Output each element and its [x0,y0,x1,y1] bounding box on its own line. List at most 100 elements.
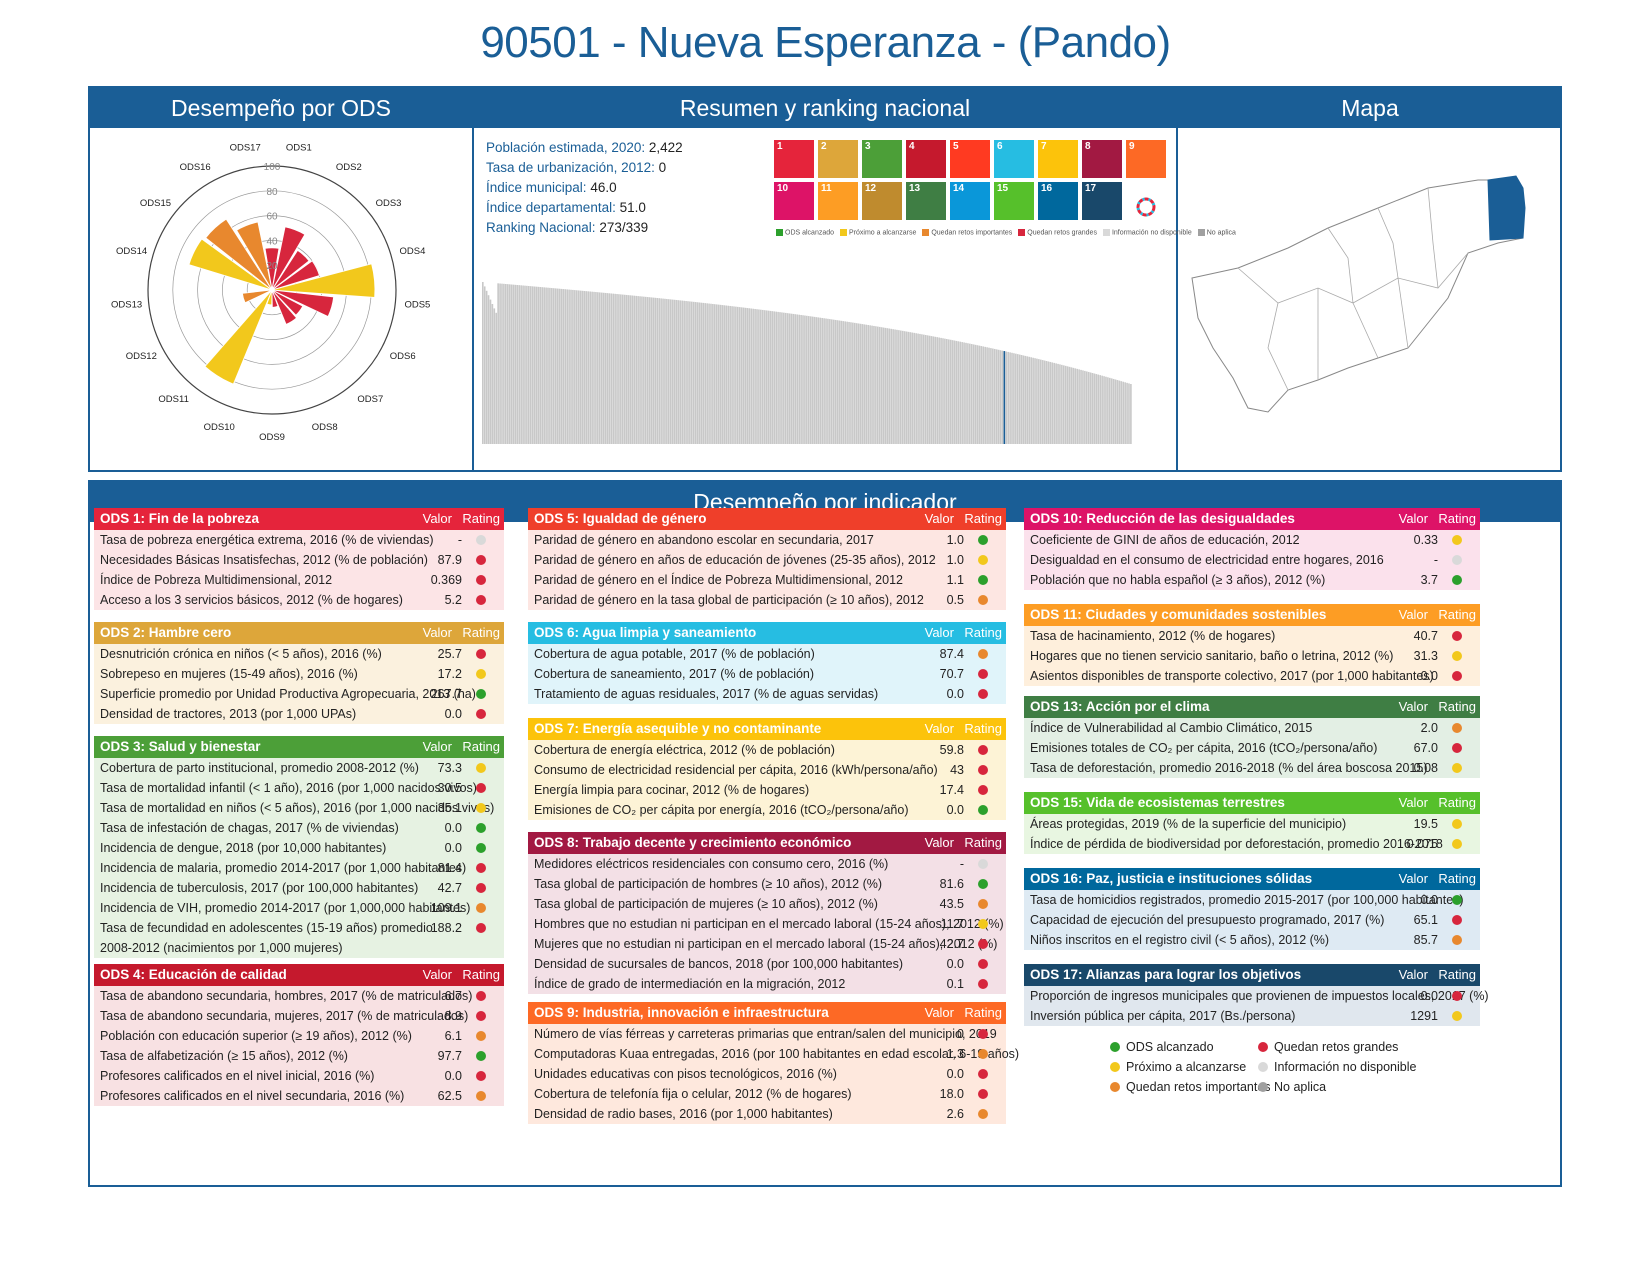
indicator-label: Acceso a los 3 servicios básicos, 2012 (… [100,593,403,607]
ranking-bar [796,314,799,444]
indicator-label: Tasa de abandono secundaria, hombres, 20… [100,989,473,1003]
ranking-bar [671,299,674,444]
radar-bar-ods8 [271,289,298,325]
ods-title: ODS 1: Fin de la pobreza [100,511,260,526]
radar-bar-ods7 [271,289,304,316]
ods13-block: ODS 13: Acción por el clima Valor Rating Ín… [1024,696,1480,778]
indicator-label: Profesores calificados en el nivel secun… [100,1089,405,1103]
legend-item: Información no disponible [1258,1060,1416,1074]
ods-title: ODS 7: Energía asequible y no contaminan… [534,721,822,736]
rating-dot [978,805,988,815]
indicator-row: Tasa de abandono secundaria, hombres, 20… [94,986,504,1006]
indicator-label: Tasa de abandono secundaria, mujeres, 20… [100,1009,469,1023]
ranking-bar [746,308,749,444]
rating-dot [476,595,486,605]
ranking-bar [708,303,710,444]
ranking-bar [551,288,553,444]
ranking-bar [491,304,494,444]
ranking-bar [775,311,777,444]
ranking-bar [485,290,488,444]
ranking-bar [853,322,856,444]
indicator-label: Unidades educativas con pisos tecnológic… [534,1067,837,1081]
ranking-bar [838,320,841,444]
indicator-label: Capacidad de ejecución del presupuesto p… [1030,913,1385,927]
indicator-label: Hombres que no estudian ni participan en… [534,917,1004,931]
rating-header: Rating [1438,607,1476,622]
sdg-16-icon: 16 [1038,182,1078,220]
rating-dot [1452,1011,1462,1021]
indicator-row: Desigualdad en el consumo de electricida… [1024,550,1480,570]
ranking-bar [844,321,847,444]
ranking-bar [679,300,682,444]
rating-dot [1452,631,1462,641]
ranking-bar [652,297,655,444]
ods11-header: ODS 11: Ciudades y comunidades sostenibl… [1024,604,1480,626]
ranking-bar [794,314,797,444]
indicator-row: Incidencia de dengue, 2018 (por 10,000 h… [94,838,504,858]
ranking-bar [811,316,814,444]
sdg-14-icon: 14 [950,182,990,220]
indicator-label: Tasa de alfabetización (≥ 15 años), 2012… [100,1049,348,1063]
indicator-row: Tasa de pobreza energética extrema, 2016… [94,530,504,550]
radar-tick-label: 20 [266,261,278,272]
rating-dot [978,939,988,949]
indicator-row: Acceso a los 3 servicios básicos, 2012 (… [94,590,504,610]
indicator-label: Tasa de hacinamiento, 2012 (% de hogares… [1030,629,1276,643]
stat-value: 51.0 [615,200,646,215]
ods-title: ODS 9: Industria, innovación e infraestr… [534,1005,829,1020]
valor-header: Valor [1398,967,1428,982]
ranking-bar [735,306,737,444]
indicator-row: Tasa de abandono secundaria, mujeres, 20… [94,1006,504,1026]
ranking-bar [700,302,703,444]
ranking-bar [980,346,983,444]
indicator-label: Tasa de homicidios registrados, promedio… [1030,893,1464,907]
indicator-row: Consumo de electricidad residencial per … [528,760,1006,780]
radar-ring [147,165,397,415]
rating-header: Rating [1438,795,1476,810]
ods6-header: ODS 6: Agua limpia y saneamiento Valor Rat… [528,622,1006,644]
rating-dot [476,1011,486,1021]
indicator-label: Hogares que no tienen servicio sanitario… [1030,649,1394,663]
indicator-label: Tratamiento de aguas residuales, 2017 (%… [534,687,879,701]
ranking-bar [1099,375,1102,444]
ranking-bar [940,337,942,444]
indicator-label: Incidencia de tuberculosis, 2017 (por 10… [100,881,419,895]
ranking-bar [986,347,988,444]
rating-header: Rating [462,625,500,640]
ranking-bar [1130,384,1132,444]
rating-dot [978,879,988,889]
radar-bar-ods13 [241,289,273,304]
ranking-bar [637,296,639,444]
ranking-bar [901,330,904,444]
stat-row: Ranking Nacional: 273/339 [486,218,683,238]
indicator-label: Niños inscritos en el registro civil (< … [1030,933,1330,947]
ranking-bar [575,290,578,444]
ranking-bar [1093,373,1096,444]
ranking-bar [765,310,768,444]
ranking-bar [710,303,712,444]
indicator-row: Tasa de mortalidad infantil (< 1 año), 2… [94,778,504,798]
rating-header: Rating [1438,511,1476,526]
sdg-7-icon: 7 [1038,140,1078,178]
ranking-bar [819,317,822,444]
indicator-value: 0.5 [946,593,964,607]
rating-header: Rating [1438,699,1476,714]
ranking-bar [675,299,678,444]
ranking-bar [909,332,912,444]
indicator-row: Coeficiente de GINI de años de educación… [1024,530,1480,550]
ranking-bar [1064,365,1067,444]
top-panel: Desempeño por ODS 20 40 60 80 100 ODS1 ODS2 ODS… [88,86,1562,472]
radar-category-label: ODS9 [259,432,285,443]
ranking-bar [742,307,745,444]
radar-tick-label: 100 [264,162,281,173]
ranking-bar [499,283,501,444]
ods-title: ODS 17: Alianzas para lograr los objetiv… [1030,967,1302,982]
ranking-bar [761,309,764,444]
ranking-bar [662,298,664,444]
ranking-bar [529,286,532,444]
ranking-bar [625,294,628,444]
radar-category-label: ODS15 [140,198,171,209]
ranking-bar [539,287,542,444]
indicator-row: Cobertura de agua potable, 2017 (% de po… [528,644,1006,664]
ranking-bar [589,291,591,444]
